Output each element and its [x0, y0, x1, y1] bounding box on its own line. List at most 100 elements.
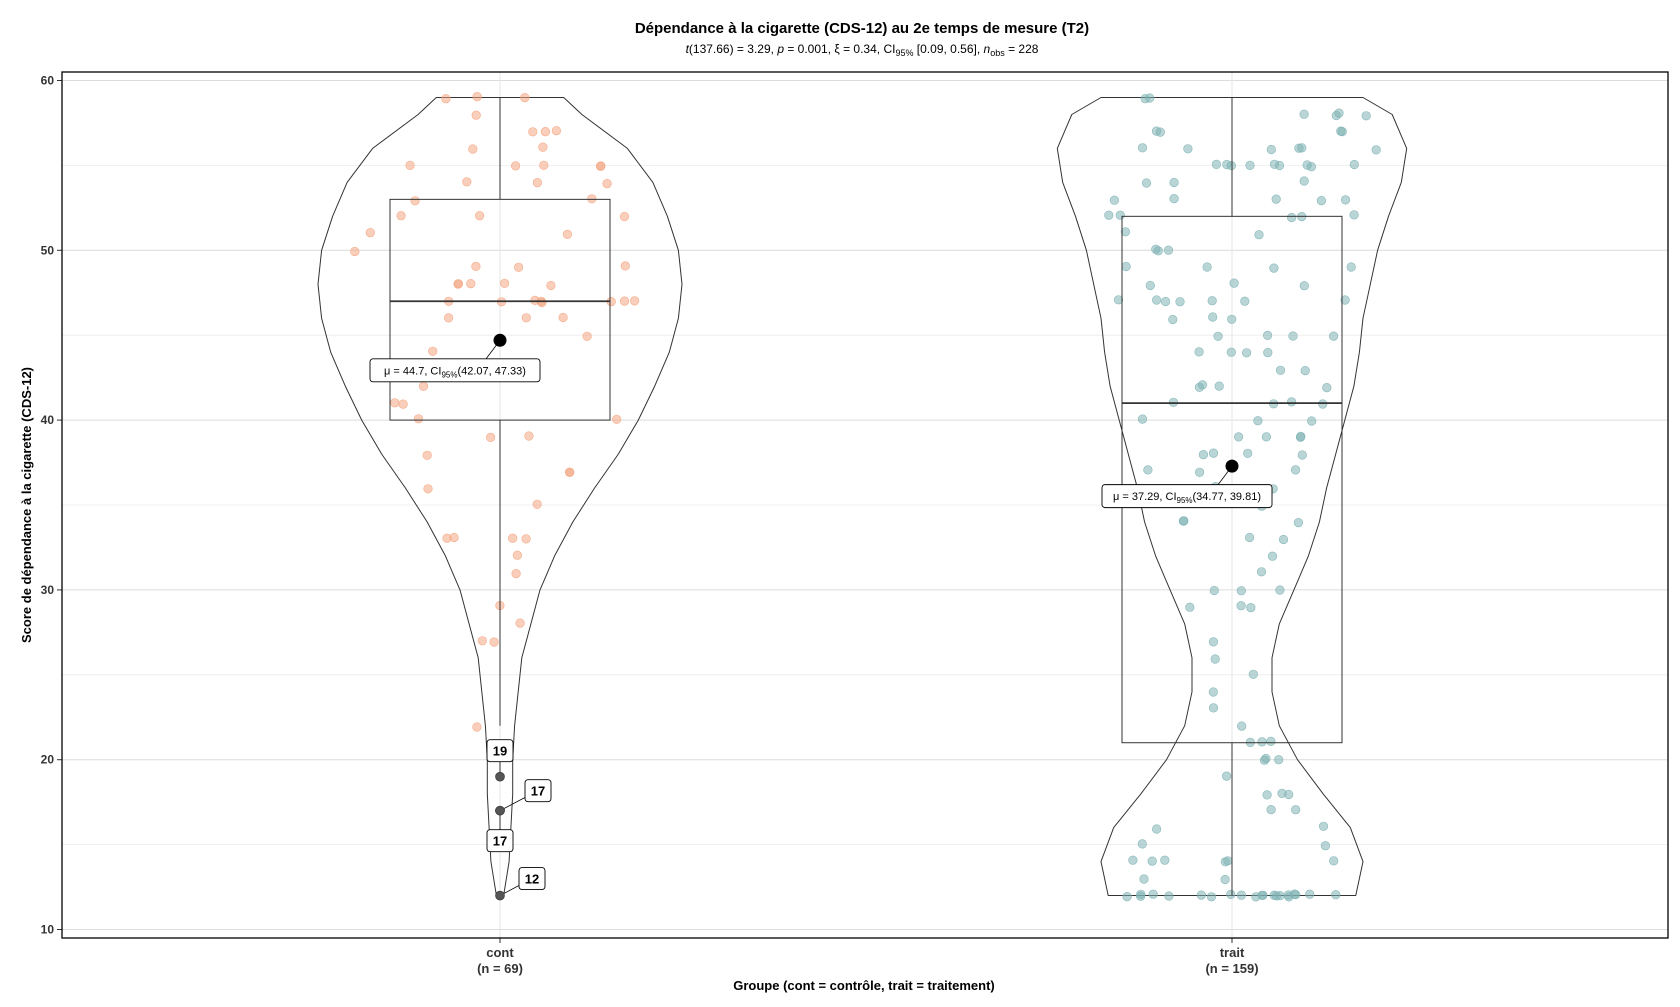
y-tick-label: 10 — [41, 923, 55, 937]
point-trait — [1160, 296, 1171, 307]
point-cont — [471, 261, 481, 272]
panel-border — [61, 71, 1669, 939]
point-trait — [1274, 755, 1284, 765]
point-trait — [1261, 753, 1271, 764]
boxplots — [389, 97, 1343, 896]
point-cont — [565, 467, 575, 477]
subtitle-ci-rest: [0.09, 0.56], — [913, 42, 983, 56]
point-trait — [1122, 891, 1132, 902]
point-trait — [1328, 331, 1339, 341]
subtitle-n-rest: = 228 — [1005, 42, 1039, 56]
point-trait — [1261, 432, 1271, 442]
point-trait — [1278, 534, 1289, 545]
point-cont — [428, 346, 438, 356]
point-trait — [1207, 296, 1217, 306]
outlier-point — [495, 890, 505, 901]
violins — [317, 97, 1408, 897]
point-cont — [468, 144, 478, 154]
mean-point-trait — [1225, 459, 1239, 473]
point-trait — [1236, 601, 1246, 611]
point-trait — [1320, 841, 1330, 851]
point-trait — [1196, 890, 1206, 900]
point-trait — [1229, 278, 1239, 288]
point-trait — [1257, 737, 1267, 747]
point-trait — [1104, 210, 1114, 220]
point-trait — [1208, 703, 1219, 713]
point-trait — [1141, 178, 1152, 188]
point-trait — [1337, 127, 1347, 137]
point-trait — [1185, 602, 1195, 612]
point-cont — [365, 228, 375, 238]
point-trait — [1240, 296, 1250, 306]
point-trait — [1194, 382, 1204, 392]
point-cont — [596, 161, 606, 171]
point-trait — [1305, 889, 1315, 899]
grid-lines — [62, 72, 1668, 938]
mean-label-sub: 95% — [441, 370, 457, 379]
point-trait — [1153, 246, 1163, 256]
point-trait — [1120, 227, 1130, 237]
point-trait — [1254, 230, 1264, 240]
point-trait — [1340, 195, 1351, 205]
y-tick-label: 40 — [41, 413, 55, 427]
point-trait — [1257, 890, 1267, 900]
point-cont — [508, 533, 518, 543]
point-trait — [1296, 431, 1306, 442]
outlier-label: 12 — [525, 872, 539, 887]
subtitle-p-symbol: p — [776, 42, 784, 56]
point-cont — [521, 534, 531, 544]
point-trait — [1346, 262, 1356, 272]
point-trait — [1226, 889, 1236, 900]
point-trait — [1266, 736, 1276, 747]
point-trait — [1236, 586, 1246, 596]
point-trait — [1168, 314, 1178, 325]
point-cont — [619, 211, 630, 222]
point-trait — [1371, 145, 1381, 155]
point-cont — [528, 127, 538, 137]
point-trait — [1318, 821, 1329, 831]
point-trait — [1169, 177, 1179, 188]
point-cont — [390, 398, 400, 408]
point-cont — [515, 618, 525, 628]
point-trait — [1208, 687, 1218, 697]
point-trait — [1115, 210, 1125, 220]
point-trait — [1220, 874, 1230, 885]
box-trait — [1121, 215, 1343, 744]
y-tick-label: 30 — [41, 583, 55, 597]
point-cont — [619, 296, 630, 306]
mean-label-box-cont — [369, 358, 541, 383]
outlier-label: 17 — [493, 834, 507, 849]
point-trait — [1297, 450, 1307, 460]
point-trait — [1274, 160, 1285, 171]
point-trait — [1290, 465, 1301, 475]
point-trait — [1262, 330, 1273, 341]
point-trait — [1211, 159, 1221, 169]
outlier-label: 17 — [531, 784, 545, 799]
mean-label-suffix: (34.77, 39.81) — [1193, 491, 1262, 503]
point-trait — [1340, 295, 1350, 305]
point-trait — [1237, 721, 1247, 731]
chart-title: Dépendance à la cigarette (CDS-12) au 2e… — [635, 20, 1089, 37]
outlier-label-box — [524, 779, 552, 803]
point-trait — [1198, 450, 1208, 460]
point-trait — [1244, 532, 1255, 543]
point-trait — [1139, 874, 1149, 884]
point-trait — [1151, 824, 1162, 834]
point-cont — [510, 161, 521, 171]
point-trait — [1243, 448, 1253, 458]
point-trait — [1361, 111, 1371, 121]
point-trait — [1331, 110, 1341, 121]
point-trait — [1256, 567, 1267, 577]
point-trait — [1209, 585, 1219, 596]
point-trait — [1214, 381, 1224, 391]
mean-point-cont — [493, 333, 507, 347]
point-trait — [1307, 416, 1317, 426]
point-trait — [1294, 143, 1304, 153]
point-trait — [1299, 109, 1309, 119]
point-trait — [1245, 160, 1255, 170]
point-trait — [1271, 891, 1282, 901]
point-cont — [405, 160, 415, 170]
point-cont — [539, 160, 549, 170]
point-trait — [1241, 348, 1252, 358]
point-cont — [466, 279, 476, 289]
